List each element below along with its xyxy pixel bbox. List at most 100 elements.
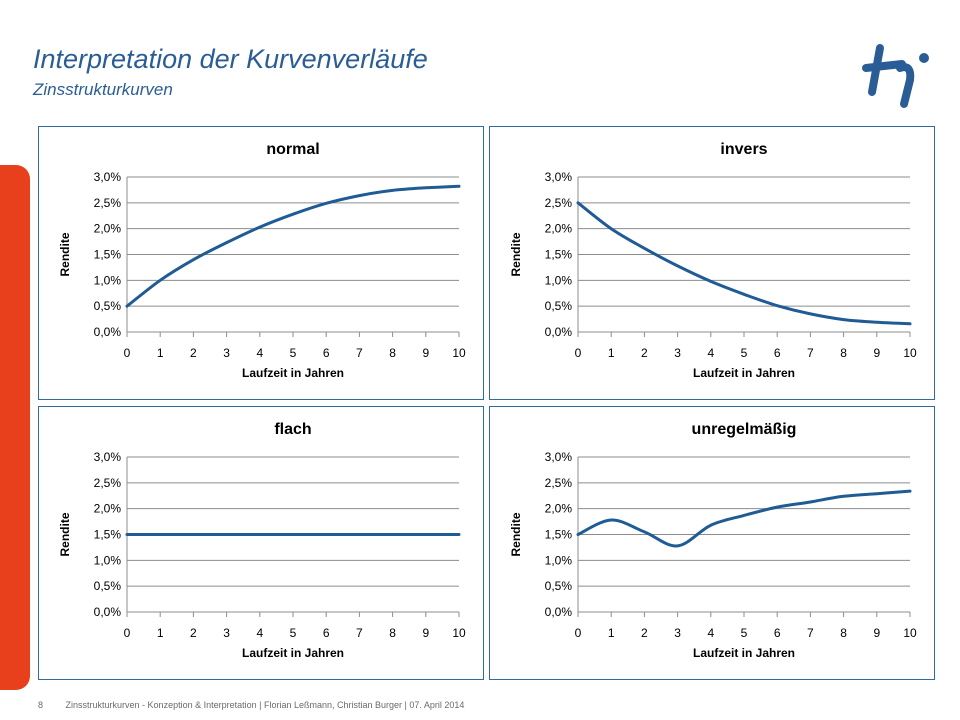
x-tick-label: 5 <box>290 346 297 360</box>
y-tick-label: 3,0% <box>94 170 122 184</box>
footer-text: Zinsstrukturkurven - Konzeption & Interp… <box>65 700 465 710</box>
chart-normal: normal 0,0% 0,5% 1,0% 1,5% 2,0% 2,5% 3,0% 0 1 2 3 4 5… <box>58 141 466 380</box>
chart-flach: flach 0,0% 0,5% 1,0% 1,5% 2,0% 2,5% 3,0% 0 1 2 3 4 5 6… <box>58 421 466 660</box>
x-tick-label: 9 <box>422 626 429 640</box>
x-tick-label: 5 <box>290 626 297 640</box>
x-tick-label: 4 <box>707 626 714 640</box>
y-tick-label: 2,5% <box>545 196 573 210</box>
x-tick-label: 2 <box>641 346 648 360</box>
x-tick-label: 2 <box>641 626 648 640</box>
x-tick-label: 5 <box>741 346 748 360</box>
y-tick-label: 0,5% <box>94 579 122 593</box>
x-tick-label: 2 <box>190 346 197 360</box>
x-tick-label: 4 <box>707 346 714 360</box>
x-tick-label: 10 <box>452 626 466 640</box>
series-line <box>576 201 912 326</box>
x-tick-label: 6 <box>323 346 330 360</box>
y-tick-label: 2,0% <box>545 502 573 516</box>
x-axis-label: Laufzeit in Jahren <box>693 646 795 660</box>
y-tick-label: 1,0% <box>545 553 573 567</box>
x-tick-label: 0 <box>575 626 582 640</box>
x-tick-label: 9 <box>873 346 880 360</box>
y-tick-label: 1,0% <box>545 273 573 287</box>
x-tick-label: 8 <box>389 346 396 360</box>
chart-invers: invers 0,0% 0,5% 1,0% 1,5% 2,0% 2,5% 3,0% 0 1 2 3 4 5… <box>509 141 917 380</box>
series-line <box>576 489 912 548</box>
page-number: 8 <box>38 700 44 710</box>
x-tick-label: 0 <box>124 346 131 360</box>
y-tick-label: 0,5% <box>94 299 122 313</box>
x-tick-label: 1 <box>608 346 615 360</box>
x-axis-label: Laufzeit in Jahren <box>242 646 344 660</box>
y-tick-label: 2,0% <box>94 222 122 236</box>
x-axis-label: Laufzeit in Jahren <box>242 366 344 380</box>
y-tick-label: 2,5% <box>545 476 573 490</box>
y-tick-label: 3,0% <box>94 450 122 464</box>
x-tick-label: 1 <box>608 626 615 640</box>
x-tick-label: 6 <box>774 346 781 360</box>
x-tick-label: 2 <box>190 626 197 640</box>
footer: 8 Zinsstrukturkurven - Konzeption & Inte… <box>38 700 464 710</box>
y-axis-label: Rendite <box>509 512 523 556</box>
chart-panel-invers: invers 0,0% 0,5% 1,0% 1,5% 2,0% 2,5% 3,0% 0 1 2 3 4 5… <box>489 126 935 400</box>
chart-unregelmaessig: unregelmäßig 0,0% 0,5% 1,0% 1,5% 2,0% 2,5% 3,0%… <box>509 421 917 660</box>
y-tick-label: 2,5% <box>94 196 122 210</box>
x-tick-label: 8 <box>840 346 847 360</box>
x-tick-label: 5 <box>741 626 748 640</box>
y-tick-label: 2,0% <box>545 222 573 236</box>
x-tick-label: 6 <box>774 626 781 640</box>
y-tick-label: 1,5% <box>545 248 573 262</box>
y-axis-label: Rendite <box>58 512 72 556</box>
x-axis-label: Laufzeit in Jahren <box>693 366 795 380</box>
y-axis-label: Rendite <box>58 232 72 276</box>
x-tick-label: 3 <box>674 626 681 640</box>
x-tick-label: 10 <box>903 626 917 640</box>
x-tick-label: 6 <box>323 626 330 640</box>
x-tick-label: 7 <box>356 346 363 360</box>
y-tick-label: 1,0% <box>94 553 122 567</box>
x-tick-label: 7 <box>356 626 363 640</box>
y-tick-label: 1,5% <box>94 248 122 262</box>
series-line <box>125 184 461 308</box>
y-tick-label: 2,0% <box>94 502 122 516</box>
x-tick-label: 1 <box>157 626 164 640</box>
chart-panel-unregelmaessig: unregelmäßig 0,0% 0,5% 1,0% 1,5% 2,0% 2,5% 3,0%… <box>489 406 935 680</box>
y-tick-label: 2,5% <box>94 476 122 490</box>
x-tick-label: 10 <box>903 346 917 360</box>
x-tick-label: 3 <box>674 346 681 360</box>
x-tick-label: 3 <box>223 626 230 640</box>
x-tick-label: 4 <box>256 626 263 640</box>
x-tick-label: 4 <box>256 346 263 360</box>
chart-title: normal <box>266 141 319 158</box>
chart-title: flach <box>274 421 311 438</box>
y-tick-label: 3,0% <box>545 450 573 464</box>
accent-bar <box>0 165 30 690</box>
x-tick-label: 9 <box>422 346 429 360</box>
x-tick-label: 7 <box>807 626 814 640</box>
x-tick-label: 10 <box>452 346 466 360</box>
y-tick-label: 0,0% <box>545 325 573 339</box>
x-tick-label: 9 <box>873 626 880 640</box>
y-tick-label: 3,0% <box>545 170 573 184</box>
chart-panel-flach: flach 0,0% 0,5% 1,0% 1,5% 2,0% 2,5% 3,0% 0 1 2 3 4 5 6… <box>38 406 484 680</box>
x-tick-label: 8 <box>389 626 396 640</box>
chart-panel-normal: normal 0,0% 0,5% 1,0% 1,5% 2,0% 2,5% 3,0% 0 1 2 3 4 5… <box>38 126 484 400</box>
y-tick-label: 1,0% <box>94 273 122 287</box>
x-tick-label: 0 <box>124 626 131 640</box>
x-tick-label: 1 <box>157 346 164 360</box>
y-tick-label: 1,5% <box>545 528 573 542</box>
chart-title: invers <box>720 141 767 158</box>
y-tick-label: 0,5% <box>545 299 573 313</box>
y-tick-label: 0,0% <box>545 605 573 619</box>
x-tick-label: 3 <box>223 346 230 360</box>
y-axis-label: Rendite <box>509 232 523 276</box>
company-logo-icon <box>862 44 929 108</box>
page-title: Interpretation der Kurvenverläufe <box>33 44 428 74</box>
x-tick-label: 7 <box>807 346 814 360</box>
x-tick-label: 8 <box>840 626 847 640</box>
y-tick-label: 0,5% <box>545 579 573 593</box>
y-tick-label: 1,5% <box>94 528 122 542</box>
y-tick-label: 0,0% <box>94 605 122 619</box>
page-subtitle: Zinsstrukturkurven <box>33 80 173 99</box>
x-tick-label: 0 <box>575 346 582 360</box>
